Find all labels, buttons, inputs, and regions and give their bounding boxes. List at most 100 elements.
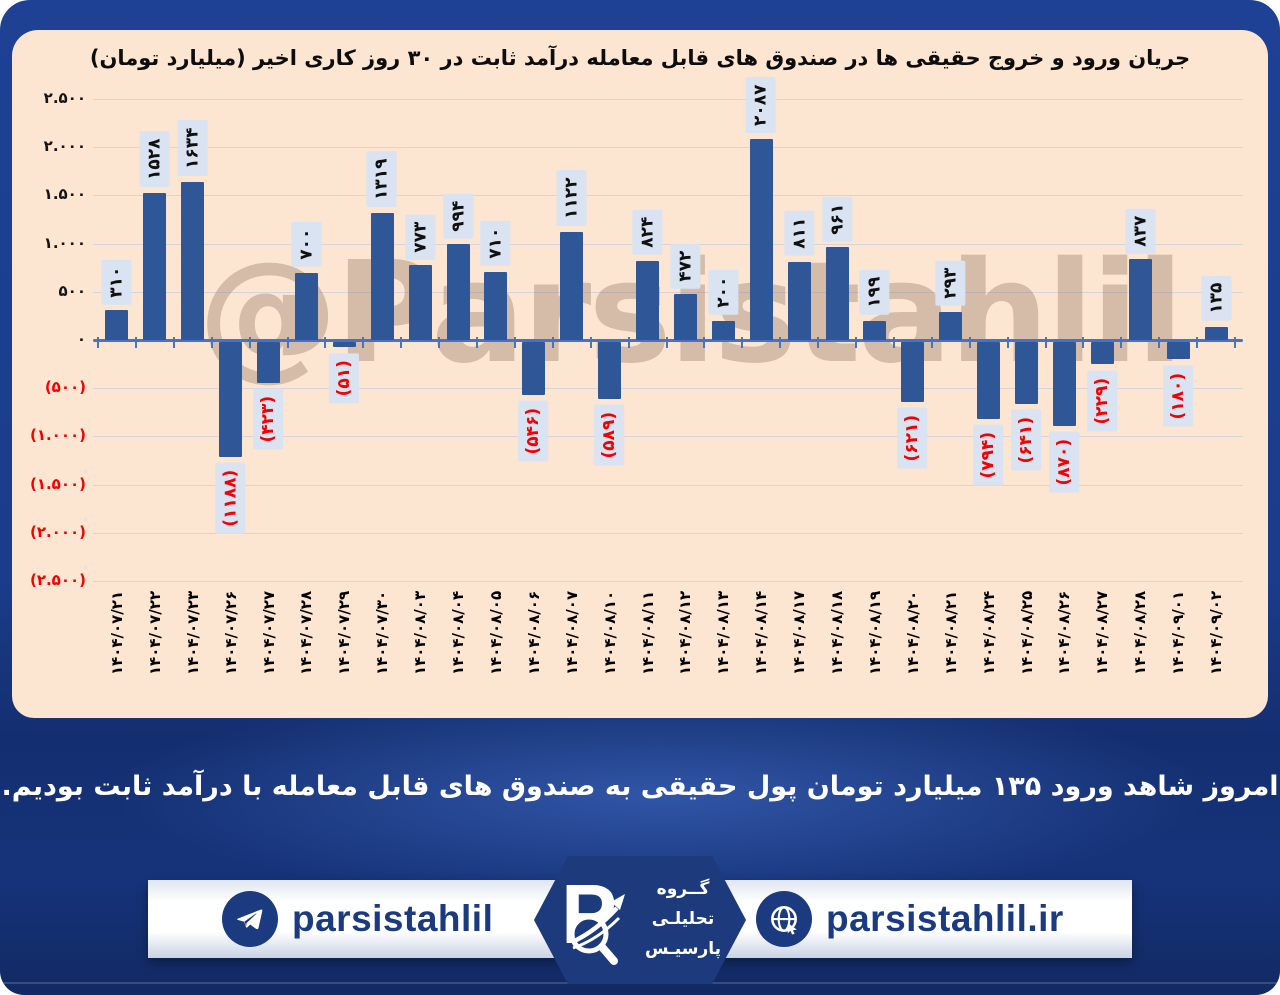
x-axis-date-label: ۱۴۰۴/۰۸/۲۶: [1055, 590, 1074, 676]
x-axis-date-label: ۱۴۰۴/۰۸/۲۷: [1093, 590, 1112, 676]
x-axis-line: [93, 339, 1243, 342]
y-axis-tick-label: (۱.۵۰۰): [29, 474, 86, 493]
bar-value-label: (۶۴۱): [1011, 410, 1042, 471]
gridline: [93, 291, 1243, 293]
telegram-icon: [222, 891, 278, 947]
x-axis-date-label: ۱۴۰۴/۰۷/۲۶: [221, 590, 240, 676]
bar: [825, 247, 849, 340]
parsis-logo-icon: P: [559, 867, 637, 968]
x-axis-date-label: ۱۴۰۴/۰۸/۲۱: [941, 590, 960, 676]
y-axis-tick-label: ۰: [76, 330, 86, 348]
logo-chart-magnifier-glyph: [569, 894, 625, 965]
bar-value-label: ۲۹۳: [935, 260, 967, 307]
axis-tick: [1082, 337, 1085, 348]
bar: [977, 342, 1001, 419]
x-axis-date-label: ۱۴۰۴/۰۸/۱۹: [866, 590, 885, 676]
x-axis-date-label: ۱۴۰۴/۰۷/۲۳: [183, 590, 202, 676]
bar: [446, 244, 470, 340]
logo-text-line3: پارسیـس: [644, 938, 722, 959]
axis-tick: [1044, 337, 1047, 348]
bar: [1090, 342, 1114, 365]
logo-hexagon: P گــروه تحلیلـی پارسیـس: [534, 856, 746, 984]
gridline: [93, 532, 1243, 534]
x-axis-date-label: ۱۴۰۴/۰۸/۲۵: [1017, 590, 1036, 676]
telegram-handle-group: parsistahlil: [222, 891, 493, 947]
bar: [332, 342, 356, 347]
x-axis-date-label: ۱۴۰۴/۰۸/۰۵: [487, 590, 506, 676]
axis-tick: [627, 337, 630, 348]
bar-value-label: (۴۲۳): [253, 389, 284, 450]
x-axis-date-label: ۱۴۰۴/۰۷/۲۲: [145, 590, 164, 676]
bar: [636, 260, 660, 340]
gridline: [93, 195, 1243, 197]
x-axis-date-label: ۱۴۰۴/۰۷/۲۱: [108, 590, 127, 676]
x-axis-date-label: ۱۴۰۴/۰۷/۲۷: [259, 590, 278, 676]
axis-tick: [703, 337, 706, 348]
bar-value-label: (۱۱۸۸): [215, 462, 246, 534]
website-url-text: parsistahlil.ir: [826, 898, 1064, 939]
bar: [1052, 342, 1076, 426]
axis-tick: [1006, 337, 1009, 348]
logo-text-line1: گــروه: [656, 879, 710, 900]
bar: [787, 261, 811, 340]
bar-value-label: ۴۷۲: [670, 243, 701, 289]
gridline: [93, 581, 1243, 582]
telegram-handle-text: parsistahlil: [292, 898, 494, 939]
axis-tick: [1234, 337, 1236, 348]
axis-tick: [172, 337, 175, 348]
bar-value-label: ۱۱۲۲: [556, 170, 587, 226]
axis-tick: [97, 337, 99, 348]
y-axis-tick-label: (۱.۰۰۰): [29, 426, 86, 445]
axis-tick: [286, 337, 289, 348]
bar-value-label: (۷۹۴): [973, 424, 1004, 486]
footer-ribbon-left: [148, 880, 572, 958]
bar-value-label: ۸۱۱: [784, 210, 815, 257]
bar: [484, 271, 508, 340]
gridline: [93, 484, 1243, 486]
bar-value-label: (۵۱): [329, 352, 360, 404]
bar: [560, 231, 584, 340]
bar: [598, 342, 622, 399]
axis-tick: [210, 337, 213, 348]
axis-tick: [324, 337, 327, 348]
y-axis-tick-label: (۲.۰۰۰): [29, 522, 86, 541]
axis-tick: [438, 337, 441, 348]
bar: [219, 342, 243, 457]
logo-text: گــروه تحلیلـی پارسیـس: [645, 875, 721, 964]
x-axis-date-label: ۱۴۰۴/۰۷/۲۸: [297, 590, 316, 676]
bar-value-label: (۱۸۰): [1162, 365, 1194, 427]
axis-tick: [1120, 337, 1123, 348]
axis-tick: [741, 337, 744, 348]
bar-value-label: (۵۴۶): [518, 400, 549, 462]
axis-tick: [248, 337, 251, 348]
bar-value-label: ۸۲۴: [632, 209, 663, 255]
bar: [1015, 342, 1039, 404]
axis-tick: [855, 337, 857, 348]
x-axis-date-label: ۱۴۰۴/۰۸/۱۲: [676, 590, 695, 676]
axis-tick: [513, 337, 516, 348]
y-axis-tick-label: ۲.۵۰۰: [43, 89, 86, 107]
bar-value-label: ۷۱۰: [480, 220, 512, 266]
telegram-plane-glyph: [237, 909, 263, 930]
x-axis-date-label: ۱۴۰۴/۰۸/۰۴: [449, 590, 468, 676]
axis-tick: [589, 337, 592, 348]
gridline: [93, 436, 1243, 438]
bar-value-label: ۷۷۳: [405, 214, 436, 260]
axis-tick: [968, 337, 971, 348]
bar: [1166, 342, 1190, 360]
bar: [863, 320, 887, 340]
bar: [939, 311, 963, 340]
bar: [105, 310, 129, 340]
summary-message: امروز شاهد ورود ۱۳۵ میلیارد تومان پول حق…: [1, 771, 1279, 802]
bar: [711, 320, 735, 340]
bar: [294, 272, 318, 340]
bar-value-label: (۵۸۹): [594, 405, 625, 466]
axis-tick: [817, 337, 820, 348]
y-axis-tick-label: ۱.۰۰۰: [43, 233, 86, 252]
axis-tick: [134, 337, 137, 348]
x-axis-date-label: ۱۴۰۴/۰۸/۱۳: [714, 590, 733, 676]
logo-text-line2: تحلیلـی: [651, 909, 715, 930]
x-axis-date-label: ۱۴۰۴/۰۸/۱۸: [828, 590, 847, 676]
x-axis-date-label: ۱۴۰۴/۰۸/۱۷: [790, 590, 809, 676]
